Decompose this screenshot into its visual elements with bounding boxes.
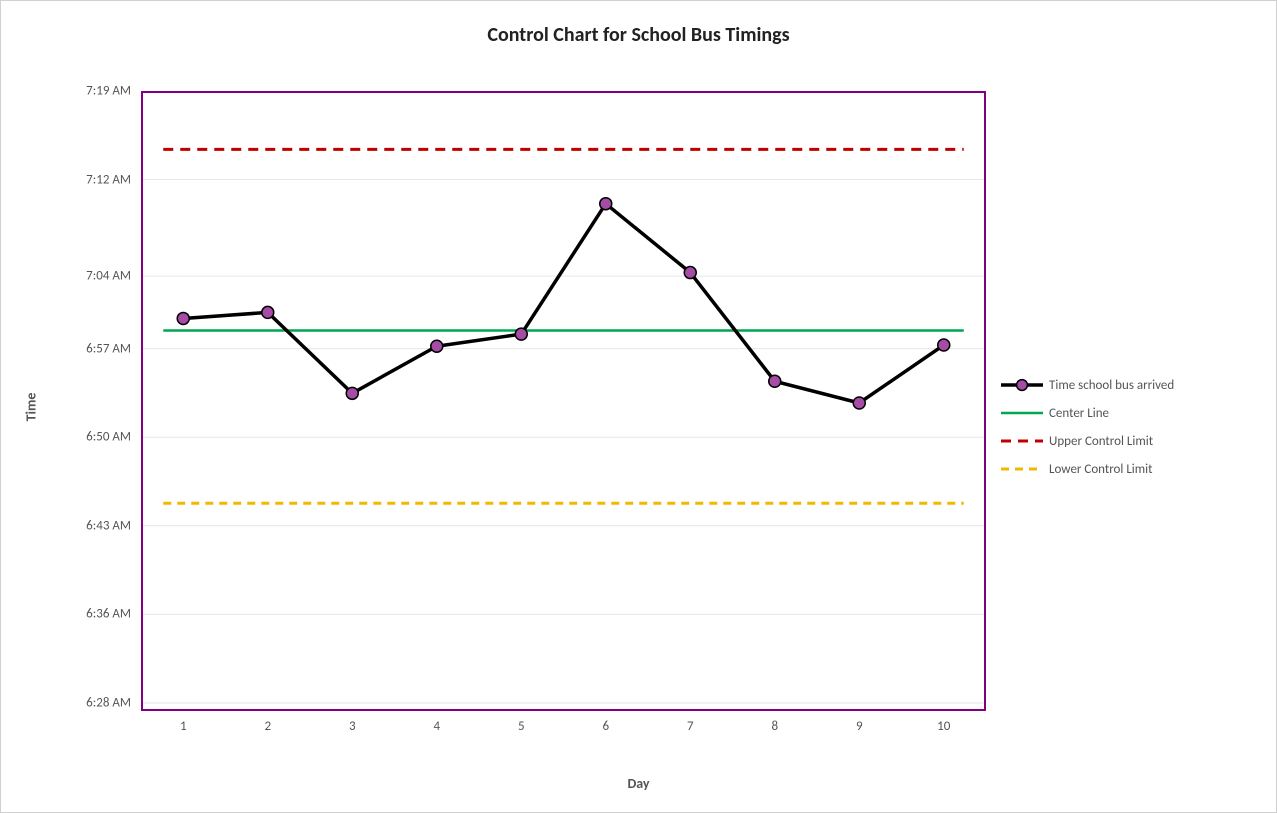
- legend-swatch: [1001, 459, 1043, 479]
- x-tick-label: 8: [771, 719, 778, 734]
- legend-label: Center Line: [1049, 406, 1109, 421]
- x-tick-label: 10: [937, 719, 950, 734]
- y-tick-label: 6:57 AM: [86, 341, 131, 356]
- y-tick-label: 6:50 AM: [86, 430, 131, 445]
- legend-item: Upper Control Limit: [1001, 427, 1174, 455]
- legend-swatch: [1001, 375, 1043, 395]
- legend-item: Time school bus arrived: [1001, 371, 1174, 399]
- legend: Time school bus arrived Center Line Upper …: [1001, 371, 1174, 483]
- x-tick-label: 7: [687, 719, 694, 734]
- legend-item: Lower Control Limit: [1001, 455, 1174, 483]
- y-axis-label: Time: [23, 392, 40, 421]
- x-tick-label: 2: [264, 719, 271, 734]
- chart-title: Control Chart for School Bus Timings: [1, 23, 1276, 47]
- plot-area: 6:28 AM6:36 AM6:43 AM6:50 AM6:57 AM7:04 …: [141, 91, 986, 711]
- x-axis-label: Day: [1, 775, 1276, 792]
- x-tick-label: 6: [602, 719, 609, 734]
- x-tick-label: 9: [856, 719, 863, 734]
- plot-svg: [141, 91, 986, 711]
- legend-swatch: [1001, 403, 1043, 423]
- legend-swatch: [1001, 431, 1043, 451]
- x-tick-label: 4: [433, 719, 440, 734]
- x-tick-label: 5: [518, 719, 525, 734]
- y-tick-label: 6:43 AM: [86, 518, 131, 533]
- x-tick-label: 1: [180, 719, 187, 734]
- y-tick-label: 7:04 AM: [86, 269, 131, 284]
- y-tick-label: 6:28 AM: [86, 695, 131, 710]
- legend-item: Center Line: [1001, 399, 1174, 427]
- y-tick-label: 6:36 AM: [86, 607, 131, 622]
- y-tick-label: 7:19 AM: [86, 83, 131, 98]
- legend-label: Lower Control Limit: [1049, 462, 1153, 477]
- chart-container: Control Chart for School Bus Timings Tim…: [0, 0, 1277, 813]
- legend-label: Upper Control Limit: [1049, 434, 1153, 449]
- y-tick-label: 7:12 AM: [86, 172, 131, 187]
- x-tick-label: 3: [349, 719, 356, 734]
- legend-label: Time school bus arrived: [1049, 378, 1174, 393]
